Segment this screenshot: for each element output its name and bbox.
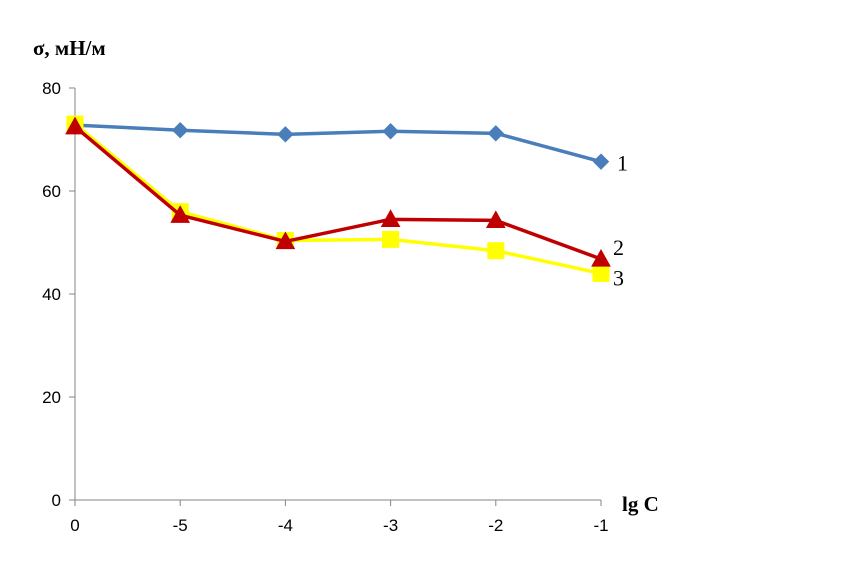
series-layer — [65, 115, 611, 282]
data-point-triangle — [591, 248, 611, 267]
data-point-triangle — [65, 116, 85, 135]
data-point-diamond — [592, 153, 610, 170]
x-tick-label: -5 — [173, 516, 188, 535]
data-point-square — [592, 264, 610, 282]
data-point-diamond — [382, 123, 399, 140]
data-point-triangle — [380, 209, 401, 228]
series-2 — [65, 116, 611, 267]
y-tick-label: 80 — [42, 79, 61, 98]
x-tick-label: -4 — [278, 516, 293, 535]
series-line-2 — [73, 124, 603, 261]
data-point-triangle — [275, 231, 296, 250]
data-point-diamond — [171, 122, 189, 139]
data-point-diamond — [487, 125, 505, 142]
y-tick-label: 60 — [42, 182, 61, 201]
series-line-1 — [73, 123, 603, 164]
data-point-triangle — [485, 210, 506, 229]
y-tick-label: 0 — [52, 491, 61, 510]
data-point-square — [382, 230, 400, 248]
series-line-3 — [73, 122, 603, 276]
data-point-diamond — [277, 126, 294, 143]
y-tick-label: 20 — [42, 388, 61, 407]
labels-layer: 1 3 2 — [613, 151, 628, 291]
x-tick-label: -3 — [383, 516, 398, 535]
x-tick-label: 0 — [70, 516, 79, 535]
series-label-2: 2 — [613, 235, 624, 260]
x-axis-title: lg C — [622, 492, 659, 516]
y-axis-title: σ, мН/м — [33, 36, 106, 60]
x-tick-label: -2 — [488, 516, 503, 535]
data-point-square — [487, 242, 505, 260]
series-1 — [66, 116, 610, 170]
y-tick-label: 40 — [42, 285, 61, 304]
series-label-1: 1 — [617, 151, 628, 176]
axes-layer: 0 20 40 60 80 0 -5 -4 -3 -2 -1 — [42, 79, 608, 535]
x-tick-label: -1 — [593, 516, 608, 535]
series-label-3: 3 — [613, 265, 624, 290]
data-point-triangle — [170, 205, 191, 223]
